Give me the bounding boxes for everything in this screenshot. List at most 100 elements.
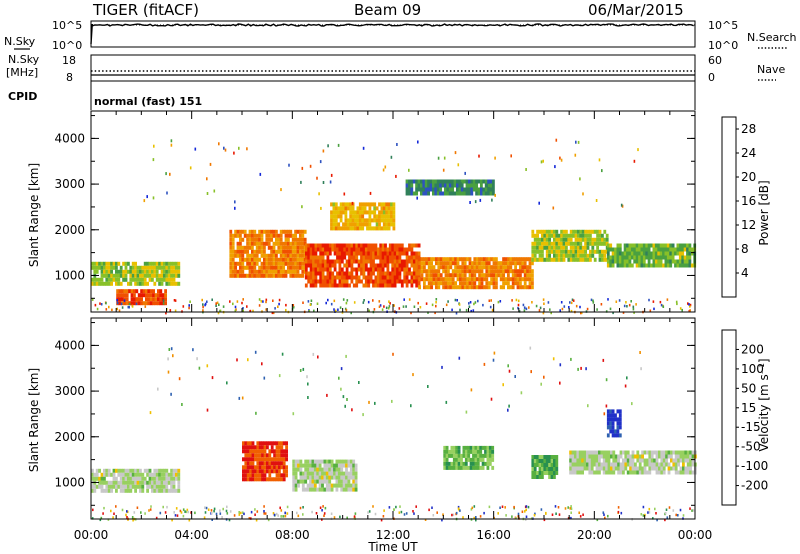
heatmap-cell bbox=[581, 249, 585, 254]
heatmap-cell bbox=[605, 378, 608, 382]
heatmap-cell bbox=[610, 450, 613, 455]
heatmap-cell bbox=[612, 450, 616, 455]
heatmap-cell bbox=[225, 509, 228, 513]
heatmap-cell bbox=[374, 283, 378, 288]
heatmap-cell bbox=[372, 279, 375, 284]
heatmap-cell bbox=[311, 479, 315, 484]
heatmap-cell bbox=[324, 247, 327, 252]
heatmap-cell bbox=[626, 305, 628, 308]
heatmap-cell bbox=[333, 283, 337, 288]
heatmap-cell bbox=[465, 183, 469, 188]
heatmap-cell bbox=[348, 255, 351, 260]
heatmap-cell bbox=[507, 273, 510, 278]
heatmap-cell bbox=[256, 453, 260, 458]
heatmap-cell bbox=[481, 453, 485, 458]
heatmap-cell bbox=[427, 257, 431, 262]
heatmap-cell bbox=[304, 487, 308, 492]
heatmap-cell bbox=[127, 261, 130, 266]
heatmap-cell bbox=[128, 302, 131, 306]
heatmap-cell bbox=[278, 441, 281, 446]
heatmap-cell bbox=[117, 468, 121, 473]
heatmap-cell bbox=[204, 506, 206, 509]
heatmap-cell bbox=[105, 265, 109, 270]
heatmap-cell bbox=[273, 441, 276, 446]
heatmap-cell bbox=[598, 466, 601, 471]
heatmap-cell bbox=[384, 243, 387, 248]
heatmap-cell bbox=[318, 483, 322, 488]
heatmap-cell bbox=[671, 259, 675, 264]
heatmap-cell bbox=[251, 257, 254, 262]
heatmap-cell bbox=[127, 468, 130, 473]
heatmap-cell bbox=[265, 300, 267, 304]
heatmap-cell bbox=[147, 301, 151, 306]
heatmap-cell bbox=[391, 263, 395, 268]
heatmap-cell bbox=[376, 247, 380, 252]
heatmap-cell bbox=[632, 305, 635, 309]
heatmap-cell bbox=[468, 285, 472, 290]
heatmap-cell bbox=[119, 265, 123, 270]
heatmap-cell bbox=[307, 251, 311, 256]
heatmap-cell bbox=[660, 458, 664, 463]
heatmap-cell bbox=[139, 488, 142, 493]
heatmap-cell bbox=[275, 253, 278, 258]
heatmap-cell bbox=[450, 465, 454, 470]
heatmap-cell bbox=[144, 305, 147, 308]
heatmap-cell bbox=[170, 261, 173, 266]
heatmap-cell bbox=[647, 243, 651, 248]
heatmap-cell bbox=[603, 237, 607, 242]
heatmap-cell bbox=[263, 253, 266, 258]
heatmap-cell bbox=[231, 241, 235, 246]
heatmap-cell bbox=[480, 179, 483, 184]
heatmap-cell bbox=[471, 265, 474, 270]
heatmap-cell bbox=[543, 463, 547, 467]
heatmap-cell bbox=[351, 408, 353, 412]
heatmap-cell bbox=[263, 465, 267, 470]
heatmap-cell bbox=[619, 466, 623, 471]
heatmap-cell bbox=[571, 462, 575, 467]
heatmap-cell bbox=[340, 279, 344, 284]
heatmap-cell bbox=[352, 479, 356, 484]
heatmap-cell bbox=[662, 243, 665, 248]
heatmap-cell bbox=[304, 259, 308, 264]
heatmap-cell bbox=[443, 445, 447, 450]
heatmap-cell bbox=[458, 356, 461, 360]
heatmap-cell bbox=[648, 298, 650, 302]
heatmap-cell bbox=[127, 269, 130, 274]
heatmap-cell bbox=[468, 269, 472, 274]
heatmap-cell bbox=[103, 273, 106, 278]
heatmap-cell bbox=[177, 273, 181, 278]
heatmap-cell bbox=[260, 241, 264, 246]
heatmap-cell bbox=[368, 309, 370, 312]
heatmap-cell bbox=[229, 233, 233, 238]
heatmap-cell bbox=[342, 487, 346, 492]
heatmap-cell bbox=[123, 293, 127, 298]
heatmap-cell bbox=[607, 450, 611, 455]
heatmap-cell bbox=[418, 261, 421, 266]
heatmap-cell bbox=[517, 512, 520, 516]
heatmap-cell bbox=[346, 222, 350, 227]
heatmap-cell bbox=[289, 253, 293, 258]
heatmap-cell bbox=[125, 513, 127, 517]
heatmap-cell bbox=[602, 450, 606, 455]
heatmap-cell bbox=[318, 459, 322, 464]
heatmap-cell bbox=[454, 265, 457, 270]
heatmap-cell bbox=[347, 463, 351, 468]
heatmap-cell bbox=[686, 454, 690, 459]
heatmap-cell bbox=[422, 183, 426, 188]
heatmap-cell bbox=[645, 243, 649, 248]
heatmap-cell bbox=[134, 277, 137, 282]
heatmap-cell bbox=[475, 261, 479, 266]
heatmap-cell bbox=[461, 261, 465, 266]
heatmap-cell bbox=[192, 348, 194, 352]
heatmap-cell bbox=[165, 273, 169, 278]
heatmap-cell bbox=[460, 457, 463, 462]
heatmap-cell bbox=[146, 195, 148, 199]
heatmap-cell bbox=[432, 265, 436, 270]
heatmap-cell bbox=[659, 259, 663, 264]
heatmap-cell bbox=[384, 283, 387, 288]
heatmap-cell bbox=[319, 506, 322, 509]
heatmap-cell bbox=[565, 241, 568, 246]
heatmap-cell bbox=[275, 449, 279, 454]
heatmap-cell bbox=[345, 463, 348, 468]
heatmap-cell bbox=[350, 251, 354, 256]
